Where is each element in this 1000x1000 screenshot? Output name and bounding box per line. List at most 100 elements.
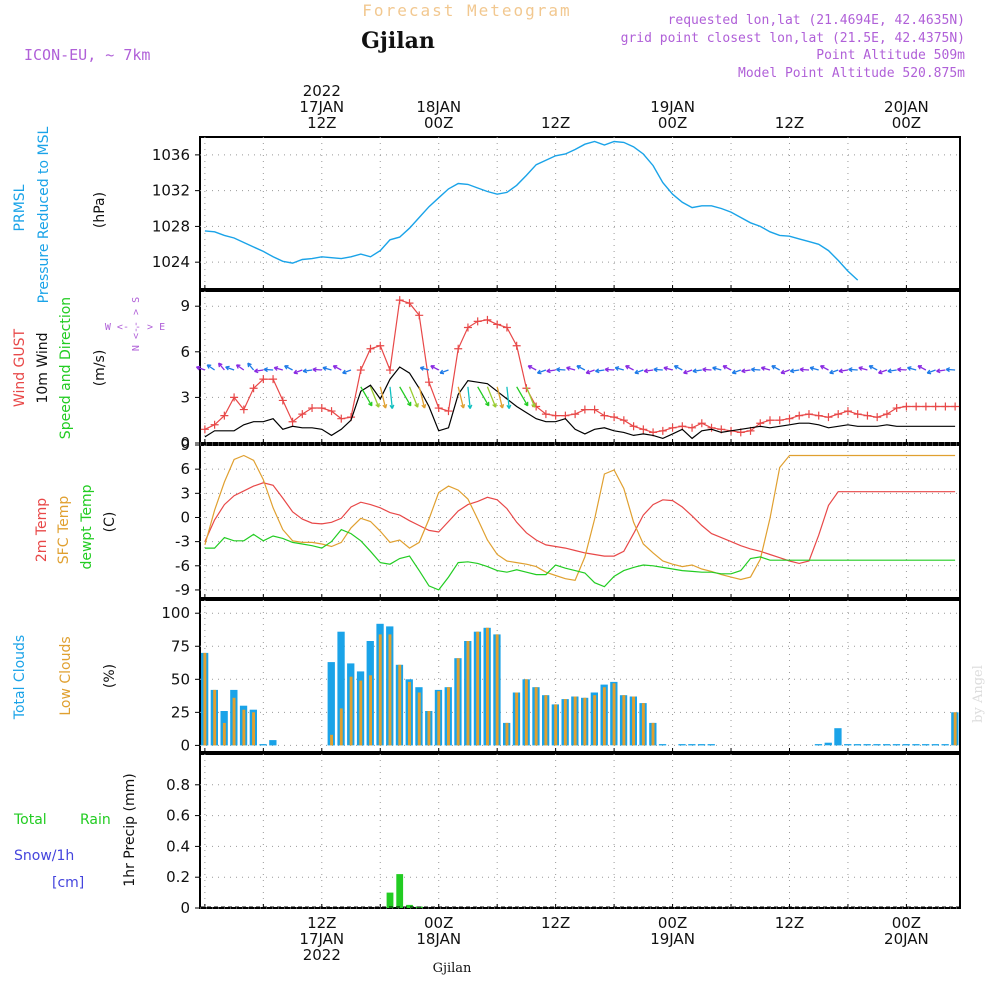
low-cloud-bar: [466, 641, 470, 746]
total-cloud-bar: [912, 744, 920, 746]
panel-frame: [199, 599, 961, 753]
low-cloud-bar: [524, 679, 528, 746]
gust-marker: [688, 423, 697, 432]
panel-frame: [199, 136, 961, 290]
top-time-label: 18JAN: [416, 98, 461, 116]
total-cloud-bar: [853, 744, 862, 746]
y-tick-label: 6: [180, 460, 190, 478]
model-label: ICON-EU, ~ 7km: [24, 46, 150, 64]
rain-bar: [386, 892, 394, 908]
top-time-label: 2022: [303, 82, 341, 100]
precip-label-rain: Rain: [80, 812, 111, 828]
y-tick-label: 3: [180, 388, 190, 406]
bottom-time-label: 12Z: [541, 914, 570, 932]
top-time-label: 00Z: [424, 114, 453, 132]
low-cloud-bar: [213, 689, 217, 746]
wind-arrow: [819, 365, 829, 371]
low-cloud-bar: [222, 722, 226, 746]
top-time-label: 17JAN: [299, 98, 344, 116]
wind-arrow: [235, 364, 245, 371]
temp-labels: 2m Temp SFC Temp dewpt Temp (C): [34, 484, 118, 569]
gust-marker: [639, 425, 648, 434]
wind-arrow: [741, 368, 751, 374]
model-altitude: Model Point Altitude 520.875m: [738, 66, 965, 81]
low-cloud-bar: [369, 675, 372, 746]
top-time-label: 19JAN: [650, 98, 695, 116]
requested-coords: requested lon,lat (21.4694E, 42.4635N): [668, 13, 965, 28]
low-cloud-bar: [330, 734, 333, 746]
wind-arrow: [789, 368, 800, 374]
low-cloud-bar: [232, 697, 236, 746]
gust-marker: [610, 413, 619, 422]
gust-marker: [405, 299, 414, 308]
gust-marker: [493, 320, 502, 329]
panel-frame: [199, 444, 961, 599]
wind-arrow: [926, 369, 936, 375]
bottom-time-label: 18JAN: [416, 930, 461, 948]
gust-marker: [590, 405, 599, 414]
low-cloud-bar: [349, 676, 353, 746]
point-altitude: Point Altitude 509m: [816, 48, 965, 63]
top-time-label: 12Z: [307, 114, 336, 132]
wind-arrow: [312, 367, 322, 373]
gust-marker: [668, 423, 677, 432]
gust-marker: [824, 413, 833, 422]
gust-marker: [317, 404, 326, 413]
total-cloud-bar: [883, 744, 891, 746]
wind-arrow: [263, 367, 274, 373]
gust-marker: [707, 423, 716, 432]
gust-marker: [541, 410, 550, 419]
wind-arrow: [663, 366, 673, 371]
wind-arrow: [712, 366, 722, 371]
low-cloud-bar: [651, 722, 655, 746]
gust-marker: [386, 366, 394, 375]
gust-marker: [444, 407, 453, 416]
wind-arrow: [342, 369, 352, 375]
low-cloud-bar: [953, 712, 957, 746]
gust-marker: [921, 402, 930, 411]
sfc-temp-line: [204, 454, 956, 581]
temp-unit: (C): [102, 512, 118, 533]
total-cloud-bar: [931, 744, 939, 746]
gust-marker: [308, 404, 317, 413]
low-cloud-bar: [203, 652, 207, 746]
y-tick-label: -3: [175, 533, 190, 551]
y-tick-label: 1028: [152, 217, 190, 235]
precip-label-total: Total: [13, 812, 47, 828]
low-cloud-bar: [437, 691, 441, 746]
wind-label-2: 10m Wind: [35, 332, 51, 403]
gust-marker: [463, 323, 472, 332]
total-cloud-bar: [259, 744, 267, 746]
wind-arrow: [273, 366, 283, 371]
wind-arrow: [206, 364, 215, 371]
wind-arrow: [858, 366, 868, 371]
wind-arrow: [360, 386, 373, 407]
gust-marker: [259, 375, 268, 384]
y-tick-label: 0.4: [166, 837, 190, 855]
total-cloud-bar: [824, 742, 832, 746]
wind-arrow: [897, 367, 907, 373]
total-cloud-bar: [863, 744, 871, 746]
low-cloud-bar: [505, 722, 509, 746]
wind-arrow: [556, 367, 566, 373]
low-cloud-bar: [417, 692, 421, 746]
low-cloud-bar: [252, 712, 255, 746]
y-tick-label: -6: [175, 557, 190, 575]
wind-arrow: [284, 365, 293, 371]
precip-label-cm: [cm]: [52, 875, 84, 891]
gust-marker: [814, 411, 823, 420]
panel-4: 0 0.2 0.4 0.6 0.8: [166, 753, 961, 917]
bottom-time-label: 12Z: [775, 914, 804, 932]
low-cloud-bar: [583, 697, 587, 746]
gust-marker: [571, 410, 580, 419]
total-cloud-bar: [327, 662, 335, 746]
rain-bar: [396, 874, 404, 908]
gust-marker: [766, 416, 774, 425]
wind-arrow: [195, 365, 206, 371]
y-tick-label: 9: [180, 297, 190, 315]
total-cloud-bar: [873, 744, 881, 746]
wind-arrow: [614, 366, 624, 371]
dewpt-line: [204, 528, 956, 591]
low-cloud-bar: [632, 696, 635, 746]
top-time-label: 12Z: [541, 114, 570, 132]
